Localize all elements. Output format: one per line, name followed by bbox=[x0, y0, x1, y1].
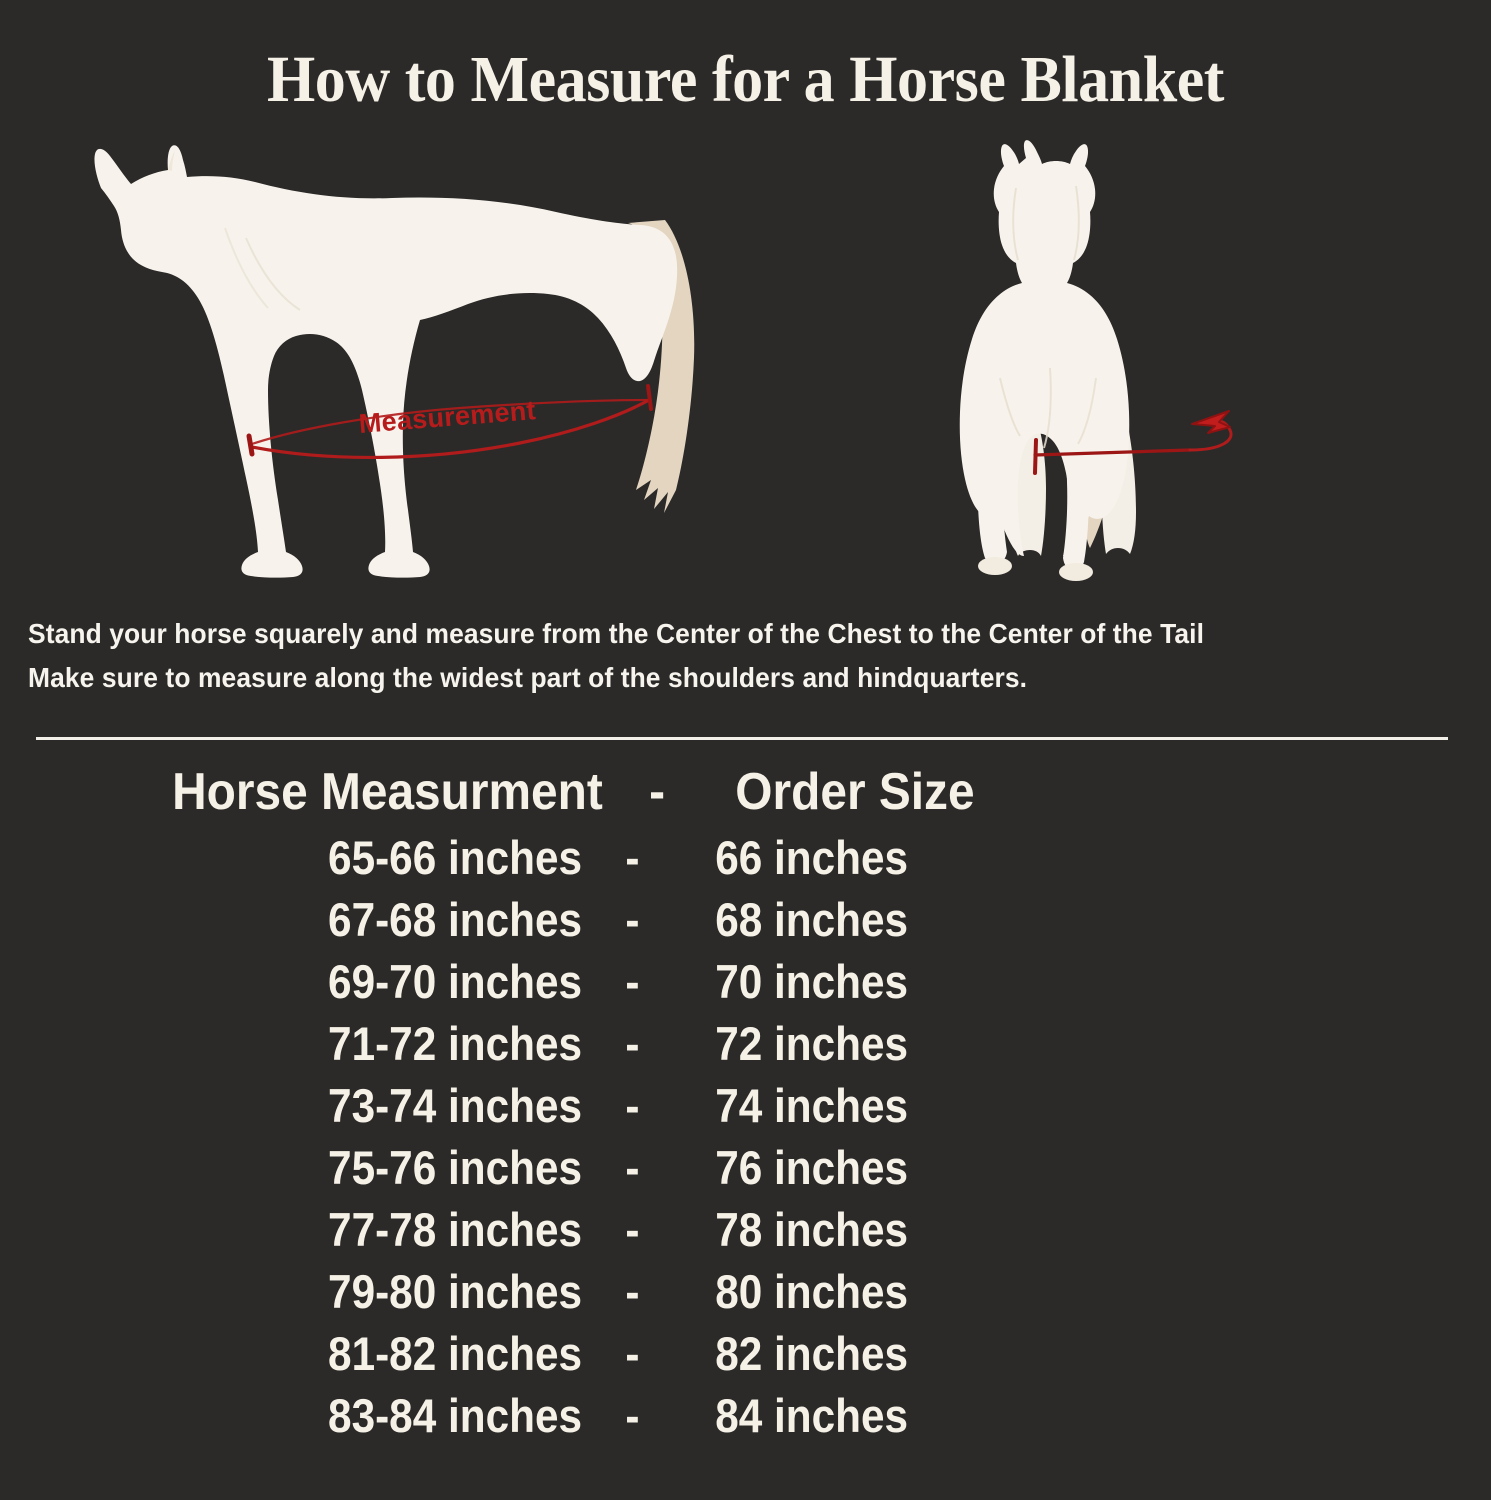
cell-separator: - bbox=[625, 1265, 640, 1318]
size-chart-table: Horse Measurment - Order Size 65-66 inch… bbox=[0, 757, 1491, 1447]
column-header-measurement: Horse Measurment bbox=[172, 763, 603, 821]
horse-side-shading bbox=[245, 237, 301, 311]
cell-separator: - bbox=[625, 1079, 640, 1132]
column-header-separator: - bbox=[649, 763, 666, 821]
table-row: 69-70 inches - 70 inches bbox=[42, 951, 1346, 1013]
table-row: 73-74 inches - 74 inches bbox=[42, 1075, 1346, 1137]
cell-order-size: 82 inches bbox=[715, 1327, 909, 1380]
page-title: How to Measure for a Horse Blanket bbox=[266, 43, 1225, 116]
cell-order-size: 74 inches bbox=[715, 1079, 909, 1132]
cell-order-size: 68 inches bbox=[715, 893, 909, 946]
cell-order-size: 66 inches bbox=[715, 831, 909, 884]
measurement-curve-side-top bbox=[250, 398, 651, 446]
cell-order-size: 84 inches bbox=[715, 1389, 909, 1442]
cell-separator: - bbox=[625, 1327, 640, 1380]
cell-order-size: 76 inches bbox=[715, 1141, 909, 1194]
cell-separator: - bbox=[625, 1141, 640, 1194]
horse-rear-leg-front-left bbox=[977, 392, 1010, 564]
cell-separator: - bbox=[625, 831, 640, 884]
horse-side-ear-notch bbox=[168, 151, 175, 171]
cell-measurement: 75-76 inches bbox=[328, 1141, 582, 1194]
cell-separator: - bbox=[625, 893, 640, 946]
table-header-row: Horse Measurment - Order Size bbox=[14, 757, 1373, 827]
cell-separator: - bbox=[625, 1017, 640, 1070]
section-divider bbox=[36, 737, 1448, 740]
instructions-text: Stand your horse squarely and measure fr… bbox=[28, 612, 1410, 700]
cell-separator: - bbox=[625, 955, 640, 1008]
horse-rear-view-group bbox=[959, 140, 1233, 581]
instructions-line-2: Make sure to measure along the widest pa… bbox=[28, 662, 1028, 693]
horse-rear-shading-center bbox=[1043, 367, 1052, 449]
horse-rear-hoof-left bbox=[978, 557, 1012, 575]
horse-side-shoulder-line bbox=[224, 227, 269, 309]
cell-measurement: 81-82 inches bbox=[328, 1327, 582, 1380]
measurement-curve-side bbox=[250, 398, 651, 460]
horse-rear-face-outline bbox=[1012, 185, 1080, 261]
horse-side-body bbox=[94, 145, 678, 578]
measurement-illustration: Measurement bbox=[0, 128, 1491, 588]
horse-side-view-group: Measurement bbox=[94, 145, 695, 578]
cell-measurement: 65-66 inches bbox=[328, 831, 582, 884]
cell-order-size: 70 inches bbox=[715, 955, 909, 1008]
cell-measurement: 77-78 inches bbox=[328, 1203, 582, 1256]
cell-order-size: 78 inches bbox=[715, 1203, 909, 1256]
cell-separator: - bbox=[625, 1203, 640, 1256]
cell-measurement: 67-68 inches bbox=[328, 893, 582, 946]
measurement-line-rear bbox=[1033, 448, 1192, 457]
table-row: 75-76 inches - 76 inches bbox=[42, 1137, 1346, 1199]
measurement-tick-chest bbox=[246, 433, 255, 457]
instructions-line-1: Stand your horse squarely and measure fr… bbox=[28, 618, 1205, 649]
measurement-tick-tail bbox=[646, 384, 653, 411]
table-row: 77-78 inches - 78 inches bbox=[42, 1199, 1346, 1261]
horse-rear-hoof-right bbox=[1059, 563, 1093, 581]
cell-order-size: 72 inches bbox=[715, 1017, 909, 1070]
table-row: 81-82 inches - 82 inches bbox=[42, 1323, 1346, 1385]
cell-measurement: 83-84 inches bbox=[328, 1389, 582, 1442]
table-row: 71-72 inches - 72 inches bbox=[42, 1013, 1346, 1075]
cell-separator: - bbox=[625, 1389, 640, 1442]
measurement-tick-rear bbox=[1033, 438, 1038, 475]
column-header-order-size: Order Size bbox=[735, 763, 975, 821]
horse-side-tail bbox=[628, 220, 695, 513]
measurement-arrowhead-rear bbox=[1191, 410, 1231, 434]
table-row: 79-80 inches - 80 inches bbox=[42, 1261, 1346, 1323]
cell-measurement: 71-72 inches bbox=[328, 1017, 582, 1070]
table-row: 67-68 inches - 68 inches bbox=[42, 889, 1346, 951]
cell-measurement: 69-70 inches bbox=[328, 955, 582, 1008]
cell-measurement: 73-74 inches bbox=[328, 1079, 582, 1132]
cell-order-size: 80 inches bbox=[715, 1265, 909, 1318]
table-row: 65-66 inches - 66 inches bbox=[42, 827, 1346, 889]
table-row: 83-84 inches - 84 inches bbox=[42, 1385, 1346, 1447]
horse-rear-shading-right bbox=[1077, 377, 1097, 445]
cell-measurement: 79-80 inches bbox=[328, 1265, 582, 1318]
horse-rear-shading-left bbox=[999, 377, 1021, 437]
